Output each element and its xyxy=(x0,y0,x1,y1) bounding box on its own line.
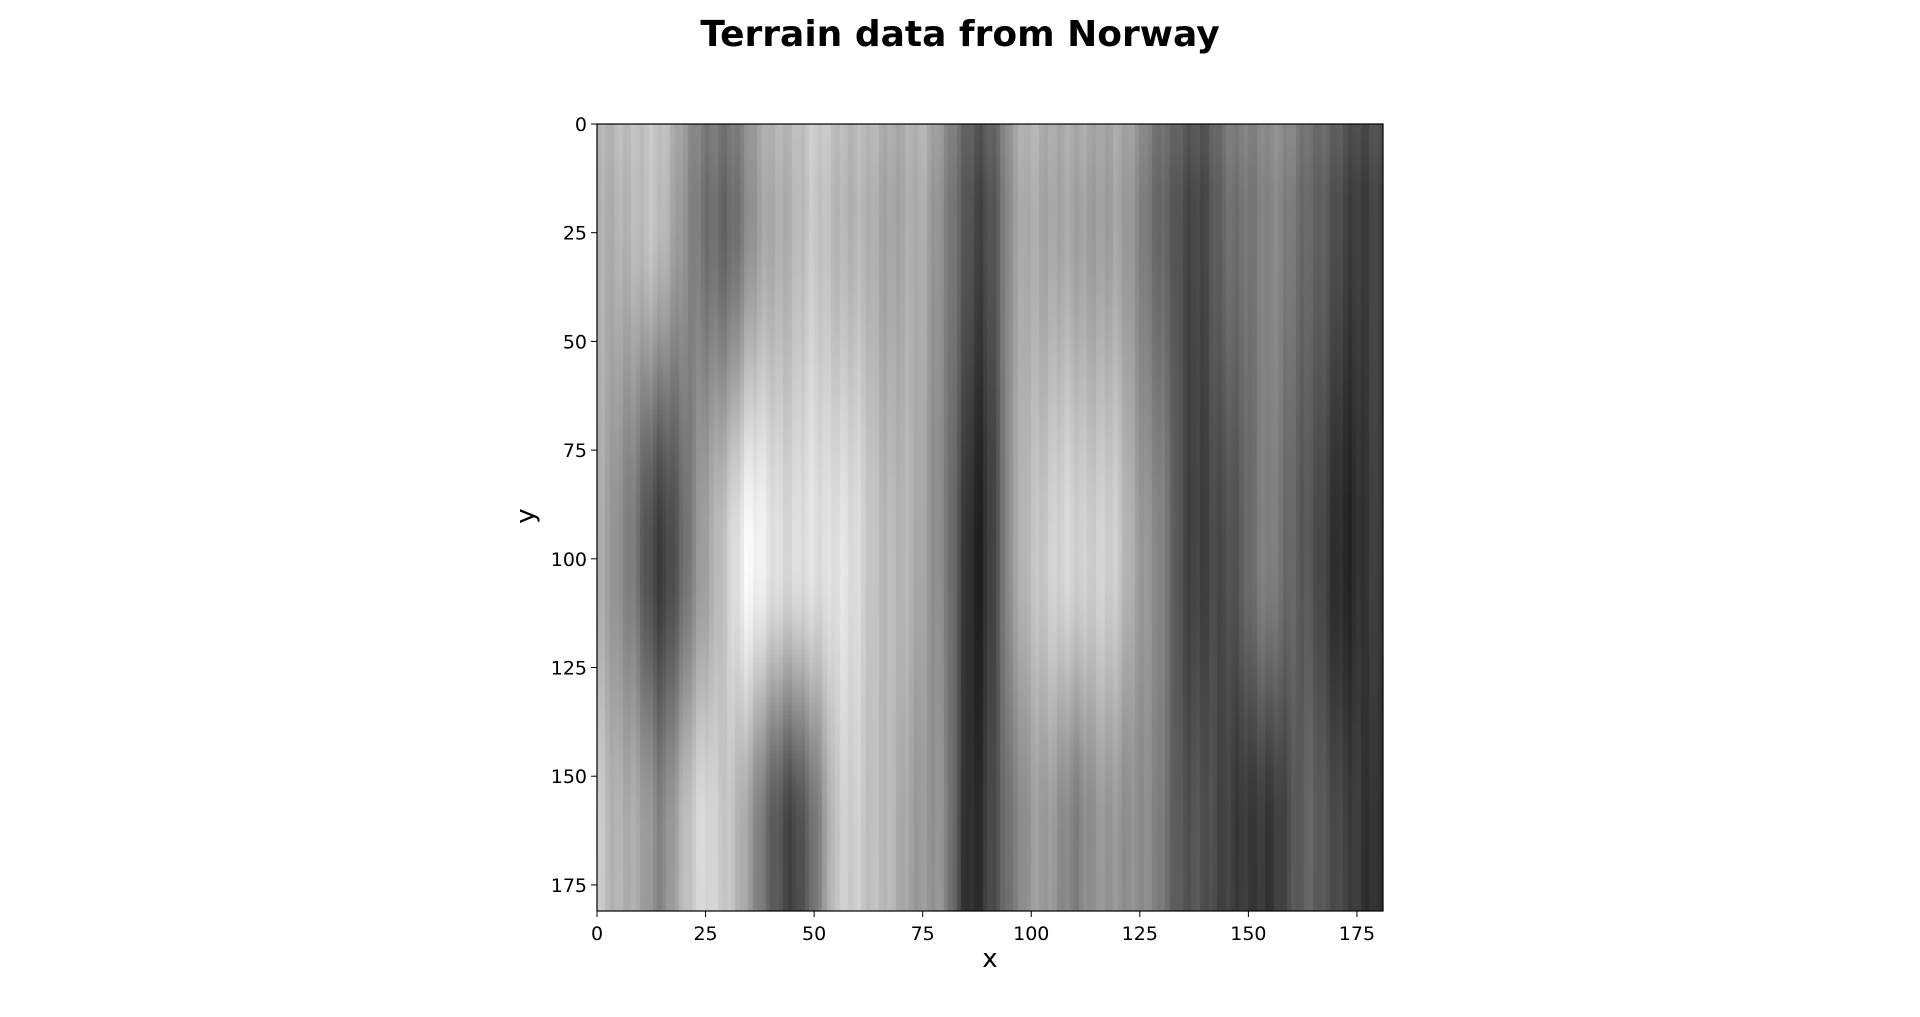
x-tick-label: 125 xyxy=(1122,923,1158,945)
x-tick-label: 150 xyxy=(1230,923,1266,945)
x-tick-label: 0 xyxy=(591,923,603,945)
x-tick-label: 100 xyxy=(1013,923,1049,945)
x-tick-label: 75 xyxy=(911,923,935,945)
y-tick-label: 100 xyxy=(551,549,587,571)
plot-area xyxy=(597,124,1383,911)
y-tick-label: 50 xyxy=(563,331,587,353)
y-axis-label: y xyxy=(511,508,541,523)
y-tick-label: 150 xyxy=(551,766,587,788)
y-axis-ticks: 0 25 50 75 100 125 150 175 xyxy=(551,114,597,897)
y-tick-label: 125 xyxy=(551,658,587,680)
x-axis-ticks: 0 25 50 75 100 125 150 175 xyxy=(591,911,1375,945)
x-axis-label: x xyxy=(982,944,997,974)
x-tick-label: 25 xyxy=(693,923,717,945)
x-tick-label: 175 xyxy=(1339,923,1375,945)
y-tick-label: 0 xyxy=(575,114,587,136)
plot-frame xyxy=(596,123,1384,912)
y-tick-label: 75 xyxy=(563,440,587,462)
x-tick-label: 50 xyxy=(802,923,826,945)
y-tick-label: 25 xyxy=(563,223,587,245)
y-tick-label: 175 xyxy=(551,875,587,897)
terrain-heatmap xyxy=(597,124,1383,911)
chart-title: Terrain data from Norway xyxy=(700,14,1219,55)
